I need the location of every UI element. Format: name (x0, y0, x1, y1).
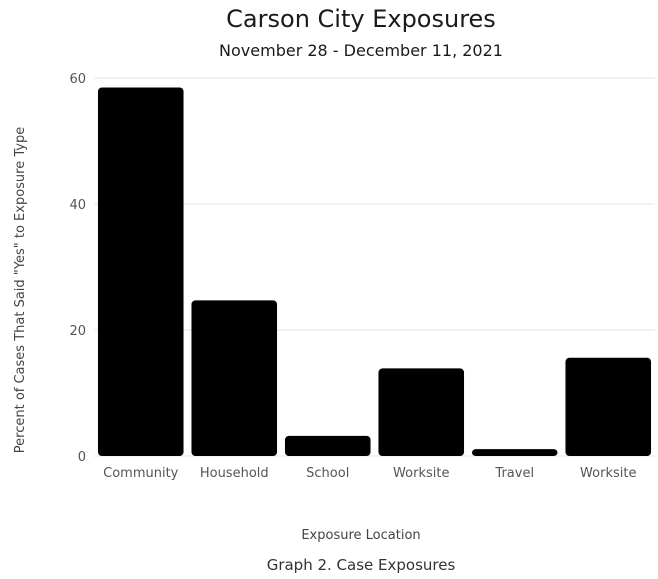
gridlines (94, 77, 655, 457)
x-tick-label: Worksite (580, 466, 636, 481)
bar-community-0 (97, 87, 184, 456)
x-tick-label: Community (103, 466, 179, 481)
y-tick-label: 40 (69, 198, 86, 213)
y-tick-label: 20 (69, 324, 86, 339)
x-tick-label: Travel (494, 466, 534, 481)
bar-school-2 (284, 435, 371, 456)
chart-subtitle: November 28 - December 11, 2021 (219, 41, 503, 60)
x-tick-label: School (306, 466, 349, 481)
y-tick-label: 0 (78, 450, 86, 465)
figure-caption: Graph 2. Case Exposures (267, 556, 456, 574)
chart-title: Carson City Exposures (226, 5, 496, 33)
bar-worksite-5 (565, 357, 652, 456)
y-tick-label: 60 (69, 72, 86, 87)
bars (97, 87, 652, 456)
x-axis-label: Exposure Location (301, 528, 420, 543)
bar-household-1 (191, 300, 278, 456)
x-tick-label: Worksite (393, 466, 449, 481)
x-tick-label: Household (200, 466, 269, 481)
x-axis-ticks: Community Household School Worksite Travel Wo… (103, 466, 636, 481)
bar-worksite-3 (378, 368, 465, 456)
y-axis-label: Percent of Cases That Said "Yes" to Expo… (13, 127, 28, 453)
y-axis-ticks: 0 20 40 60 (69, 72, 86, 465)
bar-travel-4 (471, 449, 558, 456)
